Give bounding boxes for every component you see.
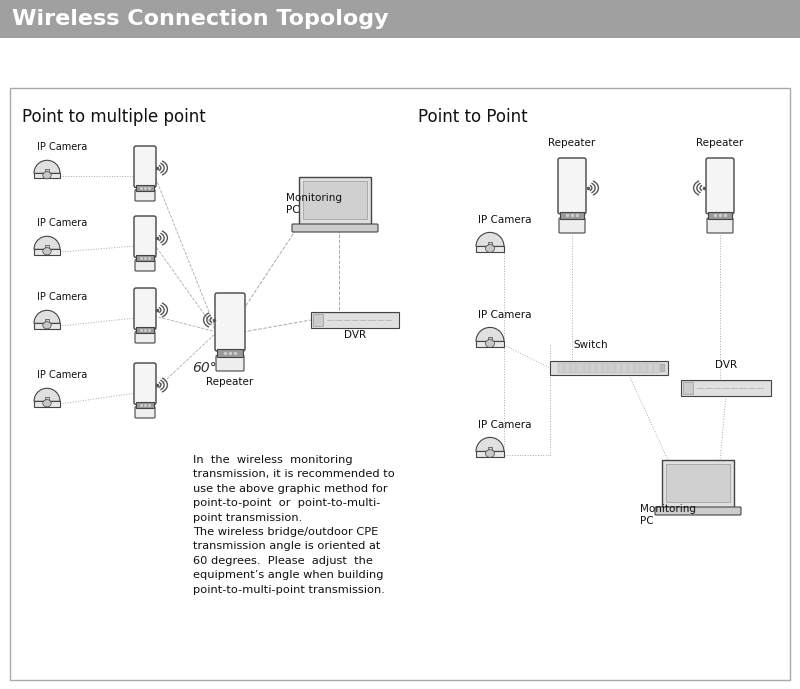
Bar bbox=[311, 312, 399, 328]
Text: Repeater: Repeater bbox=[206, 377, 254, 387]
Bar bbox=[476, 451, 504, 457]
Bar bbox=[488, 446, 492, 451]
Bar bbox=[34, 174, 60, 178]
Bar bbox=[628, 363, 634, 373]
FancyBboxPatch shape bbox=[134, 288, 156, 329]
Wedge shape bbox=[476, 438, 504, 451]
Bar bbox=[34, 249, 60, 254]
FancyBboxPatch shape bbox=[292, 224, 378, 232]
Bar bbox=[577, 363, 582, 373]
Text: IP Camera: IP Camera bbox=[37, 292, 87, 302]
Bar bbox=[654, 363, 659, 373]
FancyBboxPatch shape bbox=[134, 216, 156, 258]
Text: DVR: DVR bbox=[344, 330, 366, 340]
Bar bbox=[313, 314, 323, 326]
Bar bbox=[602, 363, 608, 373]
Ellipse shape bbox=[42, 172, 51, 179]
Text: Point to multiple point: Point to multiple point bbox=[22, 108, 206, 126]
Bar bbox=[609, 363, 614, 373]
Text: IP Camera: IP Camera bbox=[478, 420, 531, 430]
Wedge shape bbox=[34, 310, 60, 323]
FancyBboxPatch shape bbox=[706, 158, 734, 214]
Bar bbox=[136, 256, 154, 260]
Bar bbox=[558, 363, 563, 373]
Bar bbox=[488, 242, 492, 247]
Bar bbox=[634, 363, 640, 373]
Text: IP Camera: IP Camera bbox=[37, 218, 87, 228]
Ellipse shape bbox=[42, 322, 51, 329]
Wedge shape bbox=[34, 161, 60, 174]
Bar bbox=[596, 363, 602, 373]
Text: IP Camera: IP Camera bbox=[478, 215, 531, 225]
Bar bbox=[45, 319, 49, 323]
Bar bbox=[681, 380, 771, 396]
FancyBboxPatch shape bbox=[134, 363, 156, 404]
Bar bbox=[641, 363, 646, 373]
Text: Point to Point: Point to Point bbox=[418, 108, 528, 126]
Ellipse shape bbox=[42, 400, 51, 407]
FancyBboxPatch shape bbox=[134, 146, 156, 187]
Wedge shape bbox=[34, 389, 60, 401]
FancyBboxPatch shape bbox=[655, 507, 741, 515]
Bar bbox=[136, 327, 154, 333]
Bar bbox=[615, 363, 621, 373]
Bar bbox=[488, 336, 492, 342]
Bar bbox=[45, 169, 49, 174]
Bar bbox=[217, 349, 243, 356]
Bar bbox=[662, 460, 734, 508]
Text: IP Camera: IP Camera bbox=[37, 370, 87, 380]
Bar bbox=[683, 382, 693, 394]
Text: IP Camera: IP Camera bbox=[478, 310, 531, 320]
Bar bbox=[666, 464, 730, 502]
Bar bbox=[303, 181, 367, 219]
FancyBboxPatch shape bbox=[215, 293, 245, 351]
Bar bbox=[476, 247, 504, 252]
Ellipse shape bbox=[486, 450, 494, 457]
FancyBboxPatch shape bbox=[135, 189, 155, 201]
Text: Switch: Switch bbox=[574, 340, 608, 350]
FancyBboxPatch shape bbox=[558, 158, 586, 214]
Wedge shape bbox=[34, 236, 60, 249]
Text: Monitoring
PC: Monitoring PC bbox=[640, 504, 696, 526]
Text: Repeater: Repeater bbox=[696, 138, 744, 148]
Bar bbox=[560, 212, 584, 219]
Bar bbox=[45, 397, 49, 401]
Bar bbox=[660, 364, 665, 372]
Ellipse shape bbox=[42, 247, 51, 255]
Bar bbox=[708, 212, 732, 219]
Bar bbox=[564, 363, 570, 373]
Text: In  the  wireless  monitoring
transmission, it is recommended to
use the above g: In the wireless monitoring transmission,… bbox=[193, 455, 394, 595]
Text: DVR: DVR bbox=[715, 360, 737, 370]
Bar bbox=[136, 185, 154, 191]
Bar bbox=[570, 363, 576, 373]
Bar bbox=[45, 245, 49, 249]
Bar bbox=[647, 363, 653, 373]
FancyBboxPatch shape bbox=[707, 218, 733, 233]
Bar bbox=[136, 402, 154, 408]
Text: Monitoring
PC: Monitoring PC bbox=[286, 193, 342, 214]
Bar bbox=[476, 342, 504, 347]
Bar bbox=[10, 88, 790, 680]
FancyBboxPatch shape bbox=[216, 356, 244, 371]
Text: Wireless Connection Topology: Wireless Connection Topology bbox=[12, 9, 389, 29]
Bar bbox=[299, 177, 371, 225]
Bar bbox=[0, 0, 800, 38]
Text: 60°: 60° bbox=[192, 361, 217, 375]
Wedge shape bbox=[476, 327, 504, 342]
Wedge shape bbox=[476, 232, 504, 247]
FancyBboxPatch shape bbox=[559, 218, 585, 233]
FancyBboxPatch shape bbox=[135, 407, 155, 418]
Bar bbox=[622, 363, 627, 373]
Ellipse shape bbox=[486, 245, 494, 252]
Bar bbox=[34, 323, 60, 329]
Bar bbox=[590, 363, 595, 373]
Text: IP Camera: IP Camera bbox=[37, 142, 87, 152]
Bar bbox=[34, 401, 60, 407]
FancyBboxPatch shape bbox=[135, 331, 155, 343]
Bar bbox=[550, 361, 668, 375]
FancyBboxPatch shape bbox=[135, 260, 155, 271]
Ellipse shape bbox=[486, 340, 494, 347]
Bar bbox=[583, 363, 589, 373]
Text: Repeater: Repeater bbox=[548, 138, 596, 148]
